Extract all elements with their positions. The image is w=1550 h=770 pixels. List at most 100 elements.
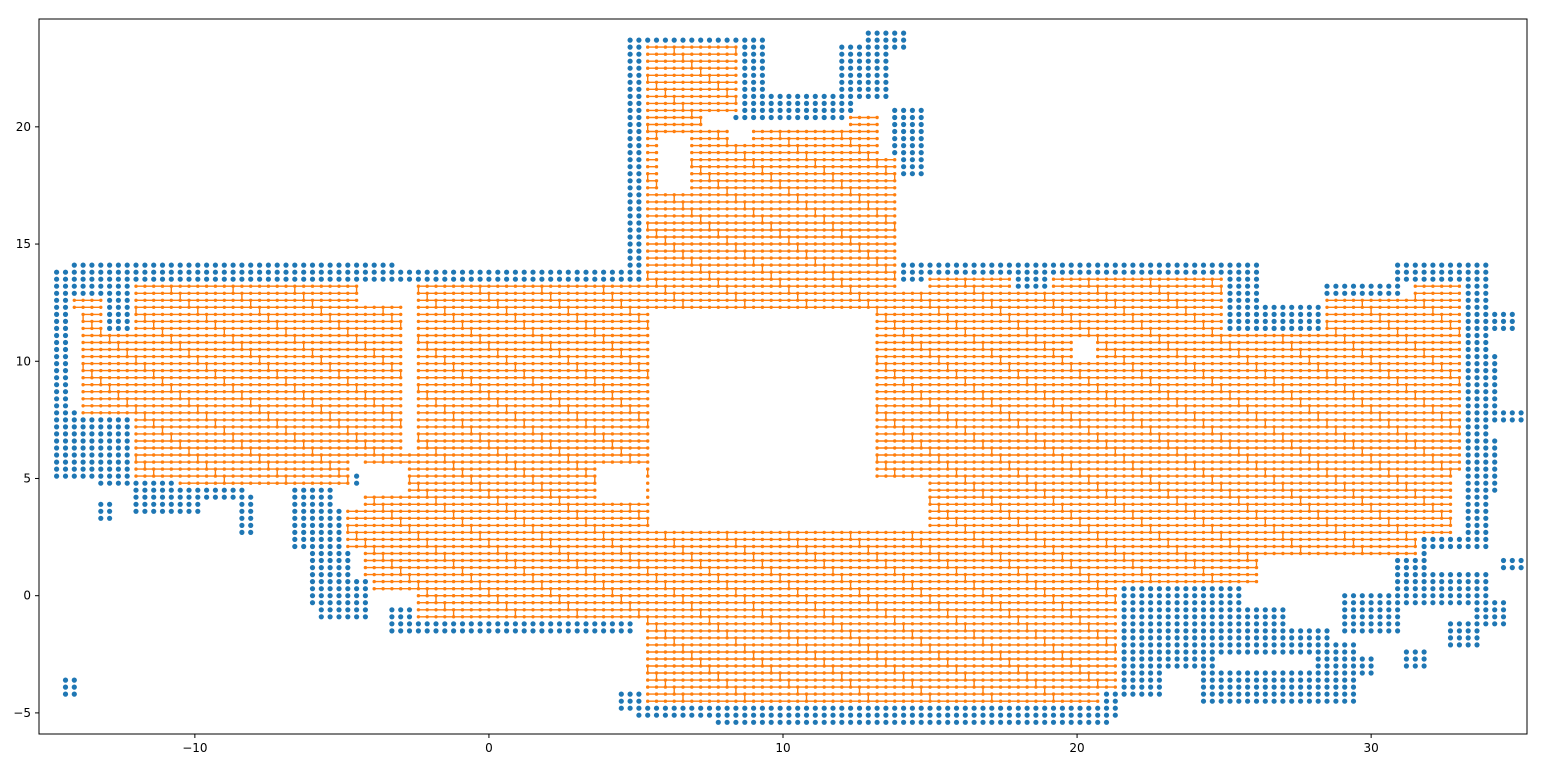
path-point (901, 579, 906, 584)
data-point (204, 487, 210, 493)
data-point (1139, 656, 1145, 662)
path-point (831, 579, 835, 584)
path-point (1193, 551, 1197, 556)
path-point (654, 650, 659, 654)
path-point (778, 685, 782, 689)
path-point (840, 678, 844, 682)
data-point (1492, 403, 1498, 409)
path-point (1254, 579, 1259, 584)
path-point (998, 615, 1003, 619)
path-point (681, 692, 685, 696)
path-point (619, 615, 623, 619)
data-point (521, 621, 527, 627)
data-point (909, 143, 916, 149)
data-point (627, 157, 633, 163)
data-point (1227, 621, 1233, 627)
path-point (998, 664, 1003, 668)
path-point (769, 537, 773, 542)
data-point (583, 269, 589, 275)
path-point (1404, 530, 1409, 535)
data-point (1403, 649, 1409, 655)
data-point (292, 501, 298, 507)
data-point (151, 269, 157, 275)
path-point (487, 615, 491, 619)
data-point (689, 712, 695, 718)
data-point (821, 100, 827, 106)
data-point (354, 586, 360, 592)
data-point (1050, 712, 1057, 718)
data-point (1474, 501, 1480, 507)
path-point (690, 544, 694, 549)
data-point (1148, 262, 1154, 268)
path-point (690, 558, 694, 563)
path-point (813, 650, 817, 654)
data-point (1253, 325, 1260, 331)
data-point (451, 269, 457, 275)
path-point (919, 685, 923, 689)
path-point (699, 699, 703, 703)
path-point (1210, 537, 1215, 542)
path-point (796, 643, 800, 647)
data-point (1483, 445, 1489, 451)
path-point (451, 601, 456, 605)
path-point (1078, 572, 1082, 577)
path-point (496, 523, 500, 528)
path-point (804, 551, 809, 556)
data-point (1483, 515, 1489, 521)
data-point (115, 311, 121, 317)
path-point (425, 537, 429, 542)
path-point (778, 643, 782, 647)
path-point (1395, 544, 1400, 549)
data-point (1236, 269, 1242, 275)
path-point (1404, 551, 1409, 556)
data-point (1200, 677, 1207, 683)
data-point (1280, 670, 1286, 676)
path-point (875, 664, 879, 668)
data-point (1156, 642, 1162, 648)
path-point (469, 615, 473, 619)
data-point (1289, 642, 1295, 648)
path-point (866, 594, 870, 598)
data-point (1165, 586, 1171, 592)
path-point (646, 643, 650, 647)
data-point (477, 621, 483, 627)
path-point (646, 544, 650, 549)
path-point (654, 657, 659, 661)
data-point (1139, 677, 1145, 683)
data-point (1121, 684, 1127, 690)
path-point (981, 671, 985, 675)
path-point (1069, 685, 1073, 689)
data-point (424, 276, 430, 282)
data-point (865, 72, 871, 78)
path-point (831, 643, 835, 647)
data-point (565, 628, 571, 634)
path-point (716, 544, 720, 549)
path-point (1237, 537, 1241, 542)
path-point (681, 650, 685, 654)
path-point (1078, 587, 1082, 591)
data-point (177, 501, 183, 507)
data-point (1492, 375, 1498, 381)
data-point (1403, 572, 1409, 578)
data-point (1324, 663, 1330, 669)
data-point (1421, 579, 1427, 585)
data-point (415, 276, 421, 282)
path-point (513, 558, 518, 563)
data-point (909, 171, 916, 177)
data-point (1139, 684, 1145, 690)
data-point (653, 705, 660, 711)
path-point (690, 587, 694, 591)
path-point (1025, 594, 1029, 598)
data-point (574, 276, 580, 282)
data-point (1245, 290, 1251, 296)
data-point (1395, 276, 1401, 282)
path-point (884, 622, 888, 626)
data-point (953, 705, 960, 711)
path-point (813, 685, 817, 689)
path-point (1307, 551, 1312, 556)
path-point (610, 587, 615, 591)
data-point (362, 600, 368, 606)
path-point (954, 608, 959, 612)
path-point (699, 565, 703, 570)
path-point (1263, 551, 1268, 556)
